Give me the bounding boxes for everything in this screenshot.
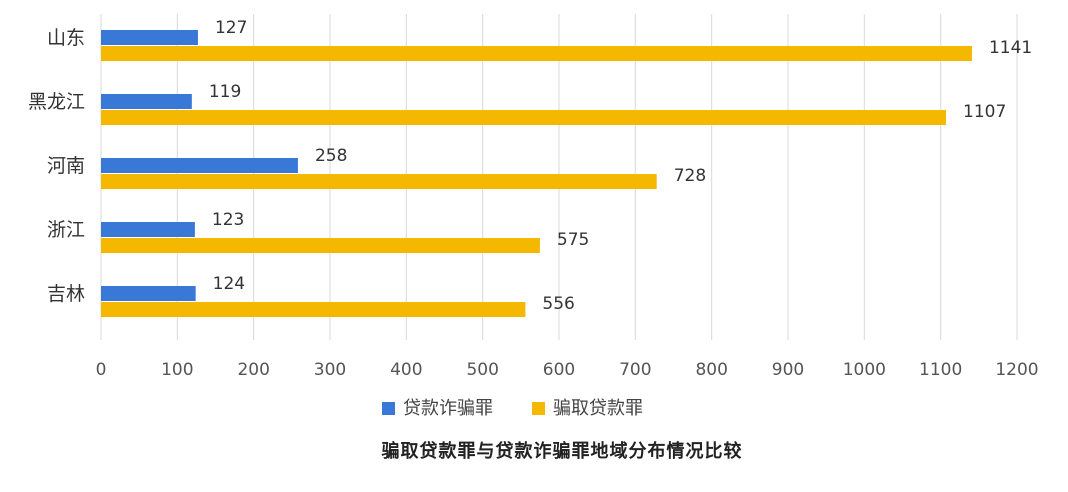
- x-tick-label: 600: [543, 360, 575, 380]
- bar: [101, 238, 540, 253]
- x-tick-label: 500: [466, 360, 498, 380]
- legend-label: 骗取贷款罪: [553, 398, 643, 419]
- bar: [101, 158, 298, 173]
- x-axis-ticks: 0 100 200 300 400 500 600 700 800 900 1000 1100 1200: [96, 360, 1039, 380]
- x-tick-label: 200: [237, 360, 269, 380]
- bar: [101, 222, 195, 237]
- x-tick-label: 1000: [843, 360, 886, 380]
- data-label: 556: [542, 294, 574, 314]
- legend: 贷款诈骗罪 骗取贷款罪: [382, 398, 643, 419]
- category-label: 浙江: [47, 219, 85, 241]
- bar: [101, 30, 198, 45]
- data-label: 728: [674, 166, 706, 186]
- data-label: 119: [209, 82, 241, 102]
- bar: [101, 94, 192, 109]
- x-tick-label: 1200: [995, 360, 1038, 380]
- x-tick-label: 1100: [919, 360, 962, 380]
- bar: [101, 286, 196, 301]
- category-label: 河南: [47, 155, 85, 177]
- x-tick-label: 100: [161, 360, 193, 380]
- x-tick-label: 800: [695, 360, 727, 380]
- x-tick-label: 400: [390, 360, 422, 380]
- x-tick-label: 900: [772, 360, 804, 380]
- category-label: 吉林: [47, 283, 85, 305]
- x-tick-label: 0: [96, 360, 107, 380]
- bar: [101, 46, 972, 61]
- legend-swatch: [532, 402, 545, 415]
- data-labels: 127 1141 119 1107 258 728 123 575 124 556: [209, 18, 1032, 314]
- bar: [101, 174, 657, 189]
- bar: [101, 302, 526, 317]
- legend-label: 贷款诈骗罪: [403, 398, 493, 419]
- bar: [101, 110, 947, 125]
- data-label: 258: [315, 146, 347, 166]
- chart-caption: 骗取贷款罪与贷款诈骗罪地域分布情况比较: [382, 440, 743, 462]
- data-label: 1107: [963, 102, 1006, 122]
- category-label: 黑龙江: [28, 91, 85, 113]
- x-tick-label: 300: [314, 360, 346, 380]
- data-label: 124: [213, 274, 245, 294]
- data-label: 123: [212, 210, 244, 230]
- category-label: 山东: [47, 27, 85, 49]
- data-label: 127: [215, 18, 247, 38]
- legend-swatch: [382, 402, 395, 415]
- x-tick-label: 700: [619, 360, 651, 380]
- data-label: 1141: [989, 38, 1032, 58]
- data-label: 575: [557, 230, 589, 250]
- bars: [101, 30, 972, 317]
